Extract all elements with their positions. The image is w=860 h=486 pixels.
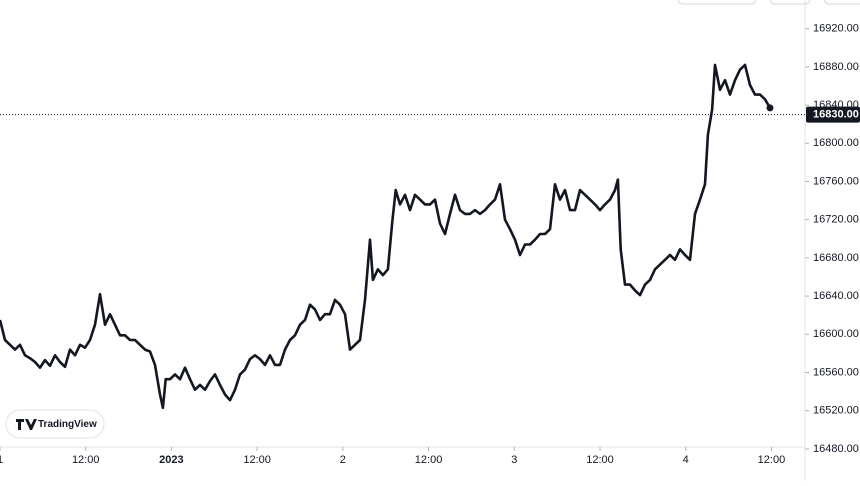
x-tick-label: 2023	[159, 454, 183, 466]
last-price-box	[806, 106, 860, 123]
y-tick-label: 16800.00	[813, 137, 859, 149]
y-tick-label: 16920.00	[813, 23, 859, 35]
y-tick-label: 16640.00	[813, 290, 859, 302]
brand-name: TradingView	[38, 419, 97, 430]
x-tick-label: 12:00	[758, 454, 786, 466]
y-tick-label: 16880.00	[813, 61, 859, 73]
y-tick-label: 16520.00	[813, 405, 859, 417]
x-tick-label: 2	[340, 454, 346, 466]
toolbar-button[interactable]	[769, 0, 811, 5]
badge-frame	[5, 409, 105, 439]
toolbar-button[interactable]	[677, 0, 757, 5]
x-tick-label: 3	[511, 454, 517, 466]
x-tick-label: 12:00	[72, 454, 100, 466]
brand-badge[interactable]: TradingView	[5, 409, 105, 439]
y-tick-label: 16680.00	[813, 252, 859, 264]
y-tick-label: 16760.00	[813, 175, 859, 187]
last-point	[766, 104, 774, 112]
x-tick-label: 12:00	[586, 454, 614, 466]
last-price-label: 16830.00	[813, 109, 859, 121]
x-tick-label: 12:00	[243, 454, 271, 466]
x-tick-label: 4	[683, 454, 689, 466]
toolbar-button[interactable]	[823, 0, 860, 5]
x-tick-label: 12:00	[415, 454, 443, 466]
brand-logo	[16, 419, 37, 430]
y-tick-label: 16480.00	[813, 443, 859, 455]
y-tick-label: 16600.00	[813, 328, 859, 340]
x-tick-label: 1	[0, 454, 3, 466]
price-line	[0, 63, 772, 410]
y-tick-label: 16720.00	[813, 214, 859, 226]
y-tick-label: 16560.00	[813, 366, 859, 378]
